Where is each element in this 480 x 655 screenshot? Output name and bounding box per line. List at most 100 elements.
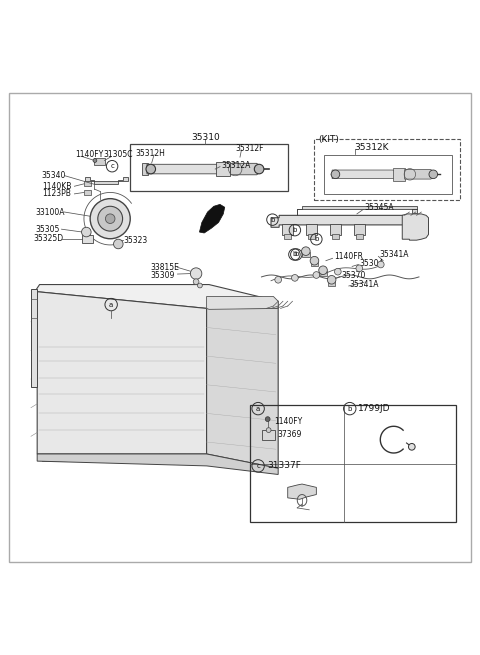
Text: 31305C: 31305C — [103, 150, 132, 159]
Polygon shape — [297, 206, 417, 215]
Circle shape — [172, 403, 184, 415]
Text: 1123PB: 1123PB — [42, 189, 72, 198]
Polygon shape — [199, 204, 225, 233]
Polygon shape — [311, 261, 318, 267]
Polygon shape — [142, 163, 148, 175]
Ellipse shape — [54, 293, 72, 300]
Text: b: b — [294, 252, 299, 257]
Bar — [314, 138, 459, 200]
Polygon shape — [262, 430, 276, 440]
Circle shape — [157, 319, 175, 336]
Ellipse shape — [135, 293, 154, 300]
Polygon shape — [405, 170, 433, 179]
Text: 35341A: 35341A — [379, 250, 409, 259]
Polygon shape — [393, 168, 405, 181]
Text: 31337F: 31337F — [267, 461, 301, 470]
Text: 33100A: 33100A — [36, 208, 65, 217]
Polygon shape — [271, 215, 421, 227]
Polygon shape — [356, 234, 363, 239]
Text: 35340: 35340 — [41, 171, 65, 180]
Text: c: c — [110, 163, 114, 169]
Text: a: a — [256, 405, 260, 411]
Circle shape — [327, 276, 336, 284]
Circle shape — [191, 268, 202, 279]
Circle shape — [319, 266, 327, 274]
Text: 35312F: 35312F — [235, 143, 264, 153]
Polygon shape — [282, 225, 293, 235]
Text: b: b — [348, 405, 352, 411]
Circle shape — [196, 365, 207, 376]
Text: 1140FR: 1140FR — [334, 252, 363, 261]
Text: 35310: 35310 — [191, 133, 219, 142]
Circle shape — [90, 198, 130, 238]
Text: 35312K: 35312K — [355, 143, 389, 152]
Bar — [84, 181, 91, 186]
Circle shape — [120, 432, 131, 443]
Circle shape — [172, 365, 184, 376]
Text: 1140KB: 1140KB — [42, 181, 72, 191]
Circle shape — [82, 227, 91, 237]
Circle shape — [67, 365, 79, 376]
Polygon shape — [402, 214, 429, 240]
Polygon shape — [206, 309, 278, 468]
Text: 35304: 35304 — [360, 259, 384, 268]
Ellipse shape — [176, 293, 194, 300]
Circle shape — [196, 432, 207, 443]
Circle shape — [38, 365, 50, 376]
Polygon shape — [31, 290, 37, 387]
Circle shape — [94, 432, 105, 443]
Polygon shape — [147, 164, 218, 174]
Text: 1140FY: 1140FY — [75, 150, 104, 159]
Circle shape — [331, 170, 340, 179]
Circle shape — [335, 269, 341, 275]
Circle shape — [67, 432, 79, 443]
Ellipse shape — [48, 291, 79, 303]
Bar — [130, 144, 288, 191]
Text: 35312H: 35312H — [135, 149, 166, 158]
Polygon shape — [288, 484, 316, 499]
Bar — [250, 405, 456, 522]
Circle shape — [161, 323, 171, 332]
Circle shape — [313, 272, 320, 278]
Polygon shape — [332, 234, 339, 239]
Polygon shape — [354, 225, 365, 235]
Text: b: b — [293, 227, 297, 233]
Circle shape — [40, 319, 58, 336]
Ellipse shape — [129, 291, 160, 303]
Text: 1140FY: 1140FY — [275, 417, 302, 426]
Text: 35312A: 35312A — [221, 160, 250, 170]
Circle shape — [146, 164, 156, 174]
Text: a: a — [109, 301, 113, 308]
Text: 35309: 35309 — [150, 271, 175, 280]
Circle shape — [146, 365, 157, 376]
Text: 35341A: 35341A — [350, 280, 379, 289]
Text: b: b — [292, 252, 297, 257]
Circle shape — [44, 323, 54, 332]
Bar — [95, 158, 105, 165]
Text: 35305: 35305 — [36, 225, 60, 234]
Text: (KIT): (KIT) — [319, 136, 340, 145]
Circle shape — [114, 239, 123, 249]
Circle shape — [120, 365, 131, 376]
Text: 1799JD: 1799JD — [359, 404, 391, 413]
Polygon shape — [230, 163, 259, 175]
Bar — [159, 453, 185, 460]
Polygon shape — [206, 297, 278, 309]
Bar — [84, 190, 91, 195]
Circle shape — [310, 256, 319, 265]
Polygon shape — [330, 225, 341, 235]
Text: 33815E: 33815E — [150, 263, 179, 272]
Polygon shape — [82, 235, 93, 242]
Circle shape — [67, 403, 79, 415]
Circle shape — [98, 206, 122, 231]
Text: c: c — [256, 463, 260, 469]
Circle shape — [198, 283, 202, 288]
Circle shape — [193, 279, 199, 284]
Text: 35325D: 35325D — [34, 234, 64, 243]
Polygon shape — [332, 170, 395, 179]
Circle shape — [38, 403, 50, 415]
Bar — [324, 155, 452, 194]
Circle shape — [408, 443, 415, 450]
Text: 35323: 35323 — [123, 236, 147, 245]
Circle shape — [265, 417, 270, 422]
